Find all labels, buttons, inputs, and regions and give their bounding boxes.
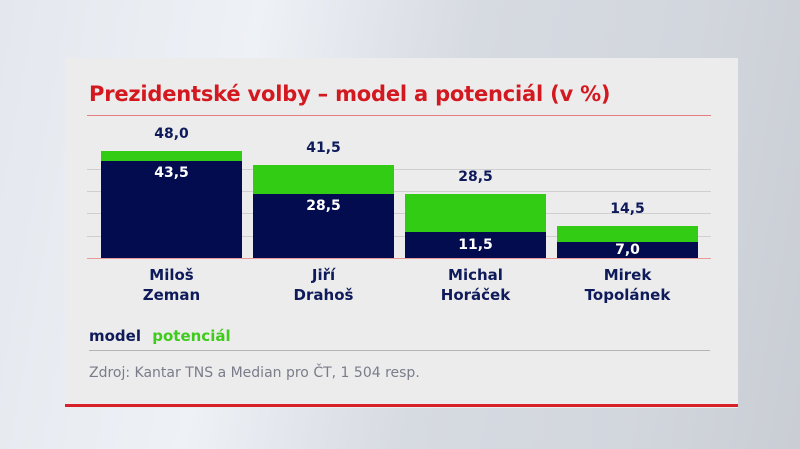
bar-model	[405, 232, 546, 258]
legend-model: model	[89, 327, 141, 345]
title-divider	[87, 115, 711, 116]
potential-value-label: 28,5	[458, 169, 493, 186]
chart-title: Prezidentské volby – model a potenciál (…	[89, 82, 611, 106]
potential-value-label: 48,0	[154, 125, 189, 142]
bottom-accent-rule	[65, 404, 738, 407]
candidate-first-name: Miloš	[149, 266, 194, 284]
bar-model	[557, 242, 698, 258]
candidate-first-name: Michal	[448, 266, 503, 284]
legend-divider	[89, 350, 710, 351]
category-label: Michal Horáček	[405, 265, 546, 305]
gridline-40	[87, 169, 711, 170]
candidate-first-name: Jiří	[311, 266, 336, 284]
bar-group	[101, 150, 242, 258]
legend: model potenciál	[89, 327, 231, 345]
model-value-label: 28,5	[306, 198, 341, 215]
candidate-last-name: Topolánek	[584, 286, 671, 304]
gridline-30	[87, 191, 711, 192]
bar-group	[253, 165, 394, 258]
bar-group	[405, 194, 546, 258]
candidate-last-name: Zeman	[142, 286, 201, 304]
legend-potential: potenciál	[152, 327, 231, 345]
model-value-label: 43,5	[154, 164, 189, 181]
candidate-last-name: Horáček	[440, 286, 511, 304]
candidate-last-name: Drahoš	[293, 286, 354, 304]
gridline-10	[87, 236, 711, 237]
bar-model	[253, 194, 394, 258]
category-label: Mirek Topolánek	[557, 265, 698, 305]
x-axis-baseline	[87, 258, 711, 259]
candidate-first-name: Mirek	[603, 266, 652, 284]
gridline-20	[87, 213, 711, 214]
bar-group	[557, 225, 698, 258]
bar-model	[101, 160, 242, 258]
potential-value-label: 41,5	[306, 140, 341, 157]
category-label: Miloš Zeman	[101, 265, 242, 305]
potential-value-label: 14,5	[610, 200, 645, 217]
category-label: Jiří Drahoš	[253, 265, 394, 305]
model-value-label: 11,5	[458, 236, 493, 253]
source-note: Zdroj: Kantar TNS a Median pro ČT, 1 504…	[89, 365, 420, 381]
model-value-label: 7,0	[615, 241, 640, 258]
